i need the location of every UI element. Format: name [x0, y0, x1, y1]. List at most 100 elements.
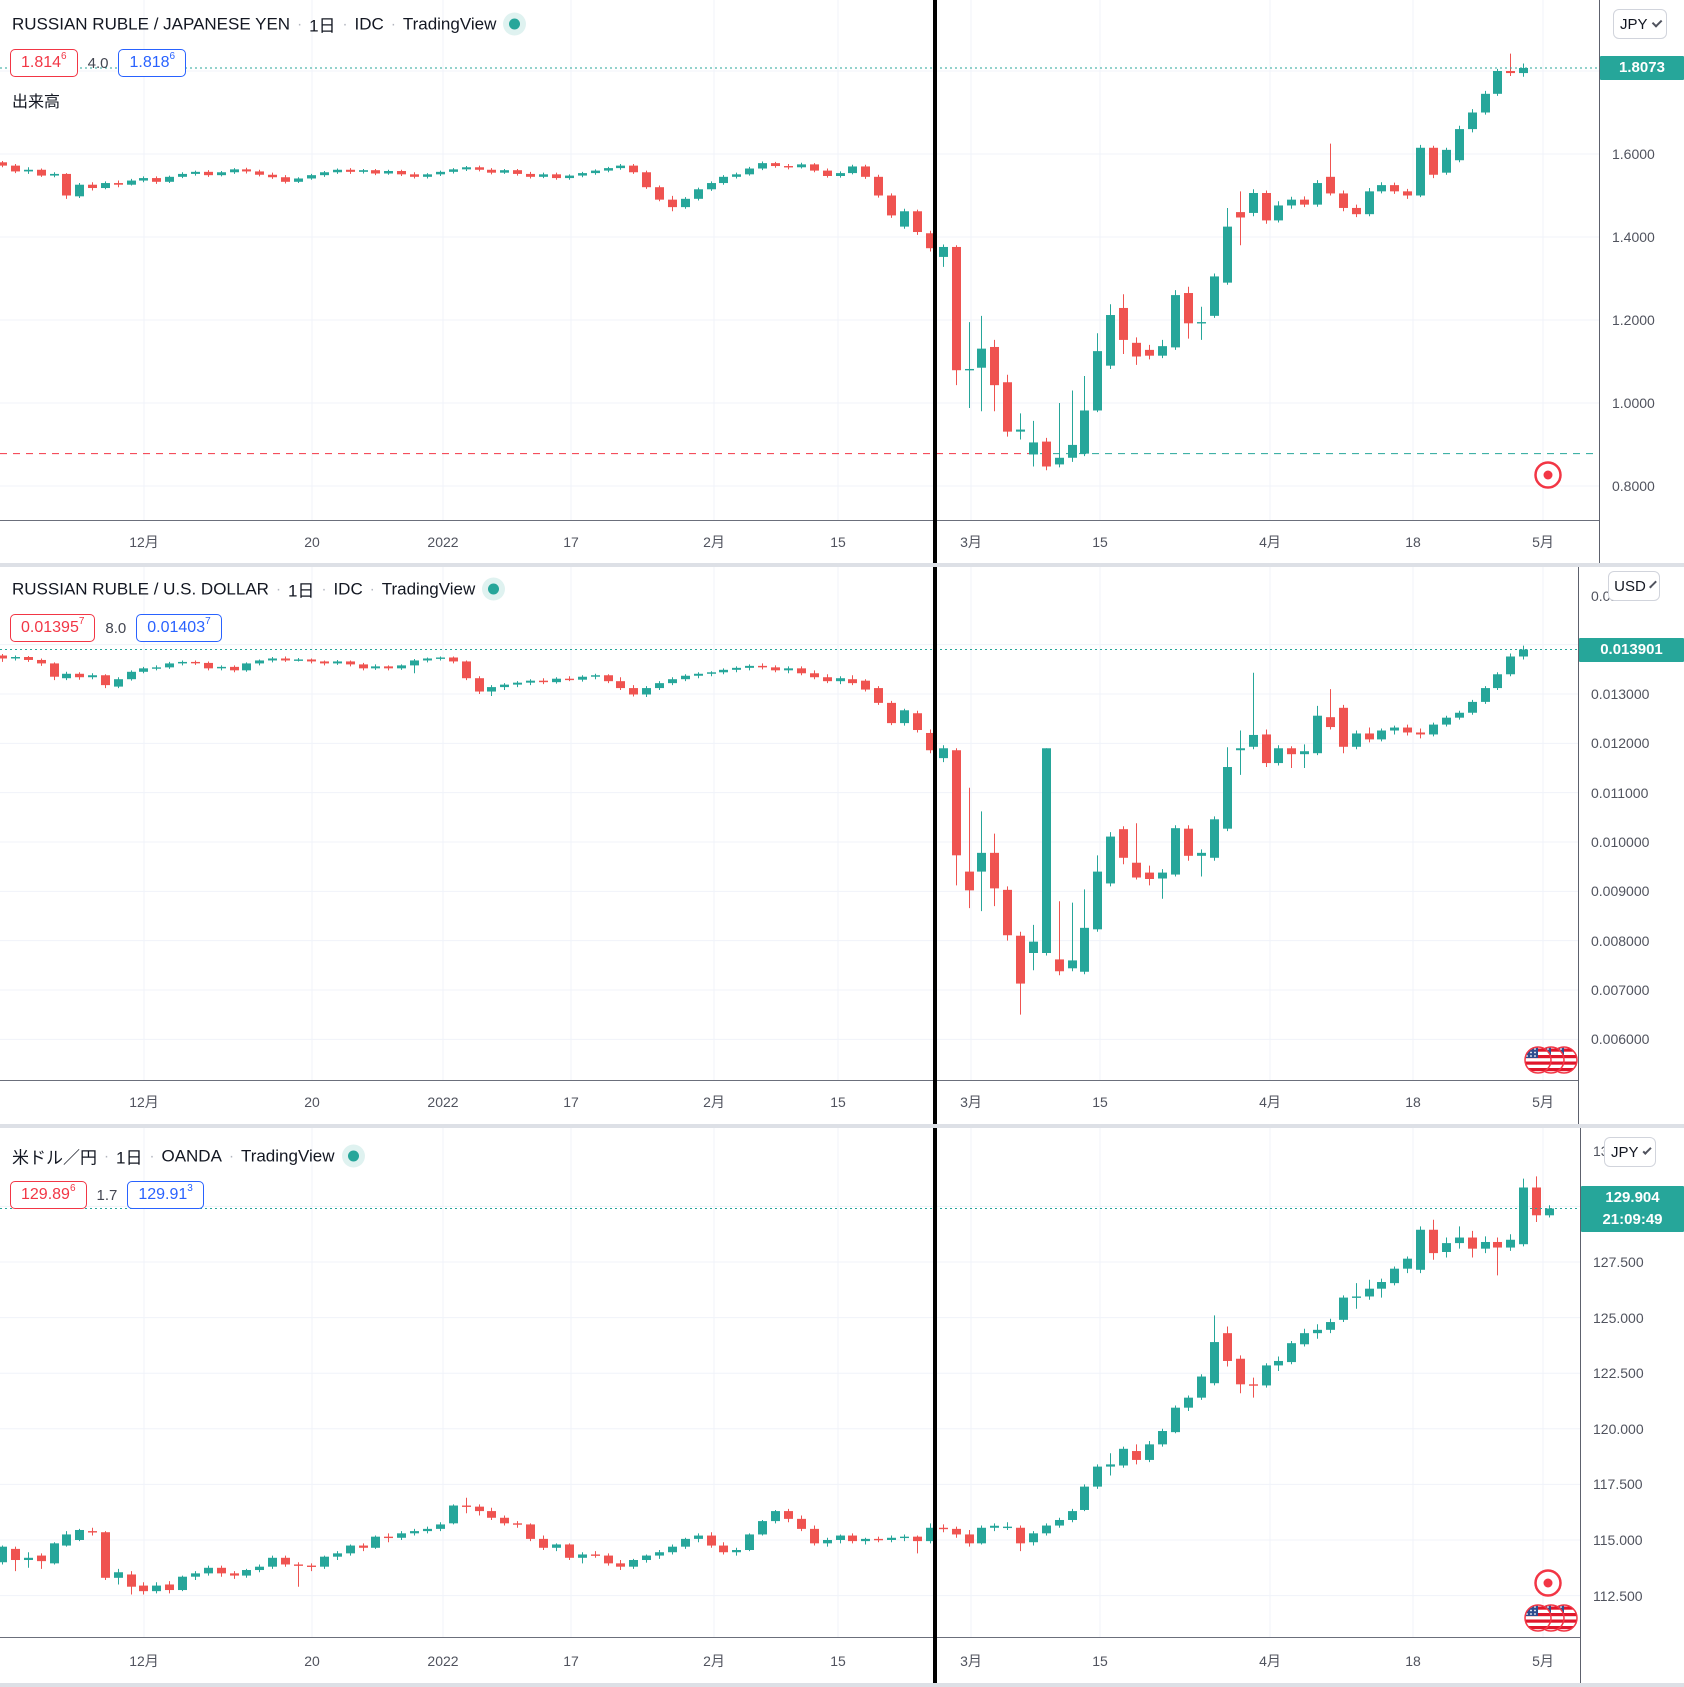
currency-selector-button[interactable]: USD — [1608, 571, 1660, 601]
symbol-title[interactable]: 米ドル／円 — [12, 1148, 97, 1168]
candle-body — [127, 180, 136, 185]
candle-body — [874, 688, 883, 703]
candle-body — [1145, 349, 1154, 356]
chevron-down-icon — [1641, 1145, 1652, 1155]
sell-price-button[interactable]: 129.89 6 — [10, 1181, 87, 1209]
separator: · — [297, 15, 303, 33]
exchange-label[interactable]: OANDA — [161, 1146, 222, 1165]
candle-body — [178, 661, 187, 664]
rubjpy-candlestick-chart[interactable] — [0, 0, 1684, 563]
data-status-dot-icon[interactable] — [488, 583, 500, 595]
candle-body — [1300, 199, 1309, 205]
candle-body — [1287, 1343, 1296, 1363]
candle-body — [1313, 183, 1322, 205]
candle-body — [1249, 734, 1258, 747]
candle-body — [1532, 1187, 1541, 1216]
candle-body — [75, 184, 84, 197]
separator: · — [321, 580, 327, 598]
exchange-label[interactable]: IDC — [333, 579, 363, 598]
candle-body — [165, 1584, 174, 1591]
chart-legend: RUSSIAN RUBLE / U.S. DOLLAR · 1日 · IDC ·… — [12, 577, 500, 602]
candle-body — [539, 1538, 548, 1548]
price-axis-label: 125.000 — [1593, 1309, 1644, 1326]
candle-body — [836, 1535, 845, 1540]
pane-divider[interactable] — [0, 563, 1684, 567]
interval-label[interactable]: 1日 — [287, 581, 315, 601]
candle-body — [114, 1572, 123, 1578]
candle-body — [127, 671, 136, 680]
symbol-title[interactable]: RUSSIAN RUBLE / U.S. DOLLAR — [12, 579, 269, 598]
us-flag-icons[interactable] — [1524, 1604, 1578, 1632]
record-marker-icon[interactable] — [1534, 1569, 1562, 1597]
candle-body — [732, 174, 741, 177]
candle-body — [371, 666, 380, 669]
candle-body — [423, 174, 432, 177]
candle-body — [1236, 748, 1245, 751]
candle-body — [11, 657, 20, 659]
candle-body — [965, 368, 974, 371]
candle-body — [1080, 1486, 1089, 1510]
candle-body — [939, 748, 948, 759]
drawn-vertical-event-line[interactable] — [933, 0, 937, 1687]
candle-body — [836, 678, 845, 682]
buy-price-button[interactable]: 1.818 6 — [118, 49, 187, 77]
candle-body — [11, 165, 20, 172]
candle-body — [1481, 688, 1490, 702]
candle-body — [268, 174, 277, 178]
candle-body — [204, 171, 213, 176]
interval-label[interactable]: 1日 — [309, 16, 336, 36]
volume-indicator-label[interactable]: 出来高 — [12, 94, 61, 111]
currency-selector-button[interactable]: JPY — [1604, 1137, 1656, 1167]
candle-body — [797, 1518, 806, 1529]
price-axis-label: 0.012000 — [1591, 735, 1650, 752]
candle-body — [436, 657, 445, 659]
candle-body — [604, 1555, 613, 1564]
sell-price-button[interactable]: 0.01395 7 — [10, 614, 96, 642]
candle-body — [1326, 717, 1335, 728]
candle-body — [1132, 1451, 1141, 1460]
candle-body — [255, 1566, 264, 1571]
currency-selector-button[interactable]: JPY — [1613, 9, 1667, 39]
data-status-dot-icon[interactable] — [509, 18, 521, 30]
candle-body — [668, 1546, 677, 1553]
candle-body — [1377, 730, 1386, 740]
pane-divider[interactable] — [0, 1683, 1684, 1687]
rubusd-candlestick-chart[interactable] — [0, 566, 1684, 1124]
buy-price-button[interactable]: 0.01403 7 — [136, 614, 222, 642]
candle-body — [487, 169, 496, 173]
candle-body — [1403, 727, 1412, 733]
chart-pane-rubjpy: RUSSIAN RUBLE / JAPANESE YEN · 1日 · IDC … — [0, 0, 1684, 563]
candle-body — [616, 165, 625, 169]
record-marker-icon[interactable] — [1534, 461, 1562, 489]
price-axis-border — [1599, 0, 1600, 563]
candle-body — [88, 675, 97, 678]
pane-divider[interactable] — [0, 1124, 1684, 1128]
interval-label[interactable]: 1日 — [116, 1148, 143, 1168]
candle-body — [836, 173, 845, 176]
vendor-label[interactable]: TradingView — [402, 14, 497, 33]
candle-body — [1158, 346, 1167, 356]
candle-body — [178, 173, 187, 177]
usdjpy-candlestick-chart[interactable] — [0, 1128, 1684, 1684]
candle-body — [410, 1531, 419, 1534]
candle-body — [1326, 1322, 1335, 1330]
buy-price-button[interactable]: 129.91 3 — [127, 1181, 204, 1209]
exchange-label[interactable]: IDC — [354, 14, 384, 33]
price-axis-label: 0.008000 — [1591, 932, 1650, 949]
candle-body — [1429, 1229, 1438, 1254]
candle-body — [1365, 191, 1374, 215]
candle-body — [1223, 226, 1232, 283]
time-axis-label: 18 — [1405, 533, 1421, 550]
candle-body — [604, 675, 613, 682]
sell-price-button[interactable]: 1.814 6 — [10, 49, 78, 77]
vendor-label[interactable]: TradingView — [381, 579, 476, 598]
spread-value: 8.0 — [105, 619, 127, 637]
vendor-label[interactable]: TradingView — [240, 1146, 335, 1165]
us-flag-icons[interactable] — [1524, 1046, 1578, 1074]
candle-body — [1055, 959, 1064, 972]
candle-body — [719, 1545, 728, 1553]
candle-body — [758, 163, 767, 169]
data-status-dot-icon[interactable] — [347, 1150, 359, 1162]
symbol-title[interactable]: RUSSIAN RUBLE / JAPANESE YEN — [12, 14, 291, 33]
candle-body — [397, 1533, 406, 1538]
